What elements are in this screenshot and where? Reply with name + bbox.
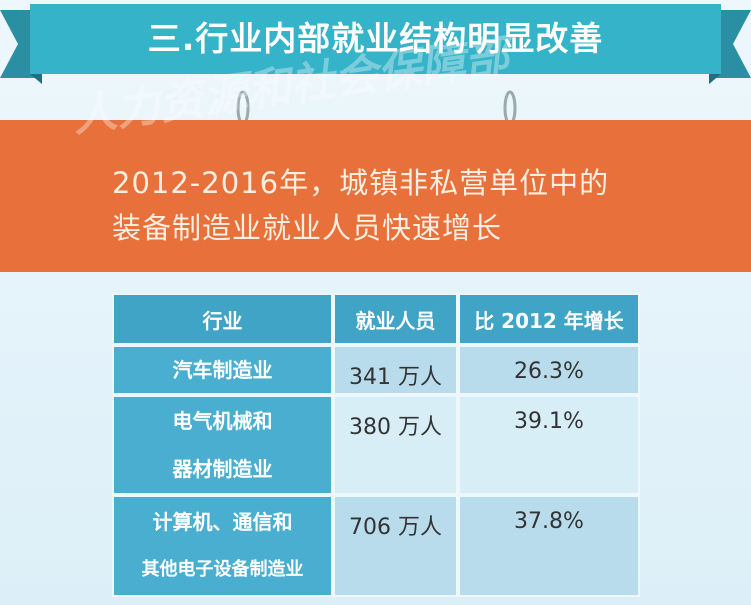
header-cell: 就业人员 <box>333 293 458 345</box>
industry-cell: 计算机、通信和 其他电子设备制造业 <box>112 495 333 597</box>
employment-cell: 706 万人 <box>333 495 458 597</box>
growth-cell: 39.1% <box>458 395 640 495</box>
growth-cell: 26.3% <box>458 345 640 395</box>
employment-cell: 341 万人 <box>333 345 458 395</box>
industry-line: 汽车制造业 <box>172 358 273 382</box>
growth-cell: 37.8% <box>458 495 640 597</box>
ribbon <box>0 4 751 120</box>
subtitle-box <box>0 120 751 272</box>
industry-cell: 电气机械和器材制造业 <box>112 395 333 495</box>
subtitle-line: 2012-2016年，城镇非私营单位中的 <box>112 166 610 200</box>
header-cell: 比 2012 年增长 <box>458 293 640 345</box>
industry-line: 计算机、通信和 <box>152 510 293 534</box>
industry-cell: 汽车制造业 <box>112 345 333 395</box>
industry-line: 电气机械和 <box>172 409 273 433</box>
industry-line: 其他电子设备制造业 <box>141 559 304 580</box>
banner-title: 三.行业内部就业结构明显改善 <box>147 19 604 58</box>
industry-line: 器材制造业 <box>172 457 273 481</box>
employment-cell: 380 万人 <box>333 395 458 495</box>
subtitle-line: 装备制造业就业人员快速增长 <box>112 211 503 245</box>
header-cell: 行业 <box>112 293 333 345</box>
